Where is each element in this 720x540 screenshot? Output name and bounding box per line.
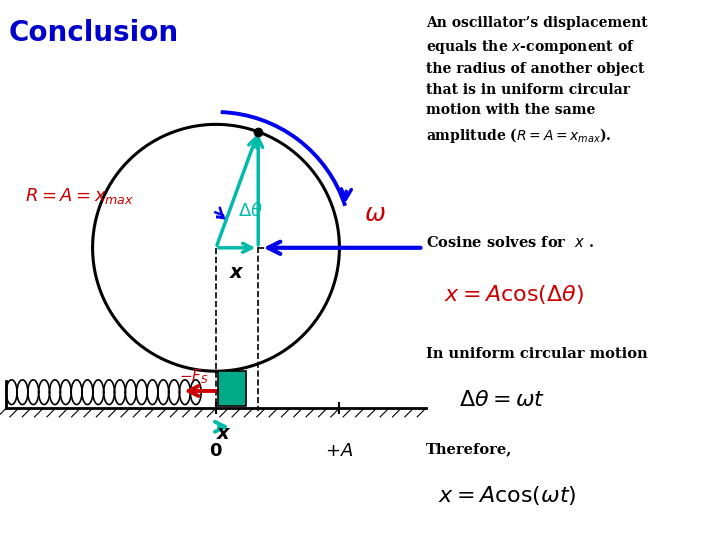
Text: $\Delta\theta = \omega t$: $\Delta\theta = \omega t$ xyxy=(459,389,545,411)
Text: $\Delta\theta$: $\Delta\theta$ xyxy=(238,202,264,220)
Text: In uniform circular motion: In uniform circular motion xyxy=(426,347,647,361)
Text: $+A$: $+A$ xyxy=(325,442,354,461)
Text: $\mathbf{0}$: $\mathbf{0}$ xyxy=(210,442,222,461)
Text: $x = A\cos\!\left(\omega t\right)$: $x = A\cos\!\left(\omega t\right)$ xyxy=(438,484,577,507)
Text: Conclusion: Conclusion xyxy=(9,19,179,47)
Text: $R = A = x_{max}$: $R = A = x_{max}$ xyxy=(24,186,134,206)
Text: $x = A\cos\!\left(\Delta\theta\right)$: $x = A\cos\!\left(\Delta\theta\right)$ xyxy=(444,283,584,306)
Text: $-F_S$: $-F_S$ xyxy=(179,367,209,386)
Text: $\omega$: $\omega$ xyxy=(364,202,385,226)
Text: Therefore,: Therefore, xyxy=(426,442,512,456)
Text: $\boldsymbol{x}$: $\boldsymbol{x}$ xyxy=(216,424,232,443)
Text: An oscillator’s displacement
equals the $x$-component of
the radius of another o: An oscillator’s displacement equals the … xyxy=(426,16,647,145)
Text: Cosine solves for  $x$ .: Cosine solves for $x$ . xyxy=(426,235,595,251)
Text: $\boldsymbol{x}$: $\boldsymbol{x}$ xyxy=(229,262,245,281)
Bar xyxy=(218,371,246,406)
